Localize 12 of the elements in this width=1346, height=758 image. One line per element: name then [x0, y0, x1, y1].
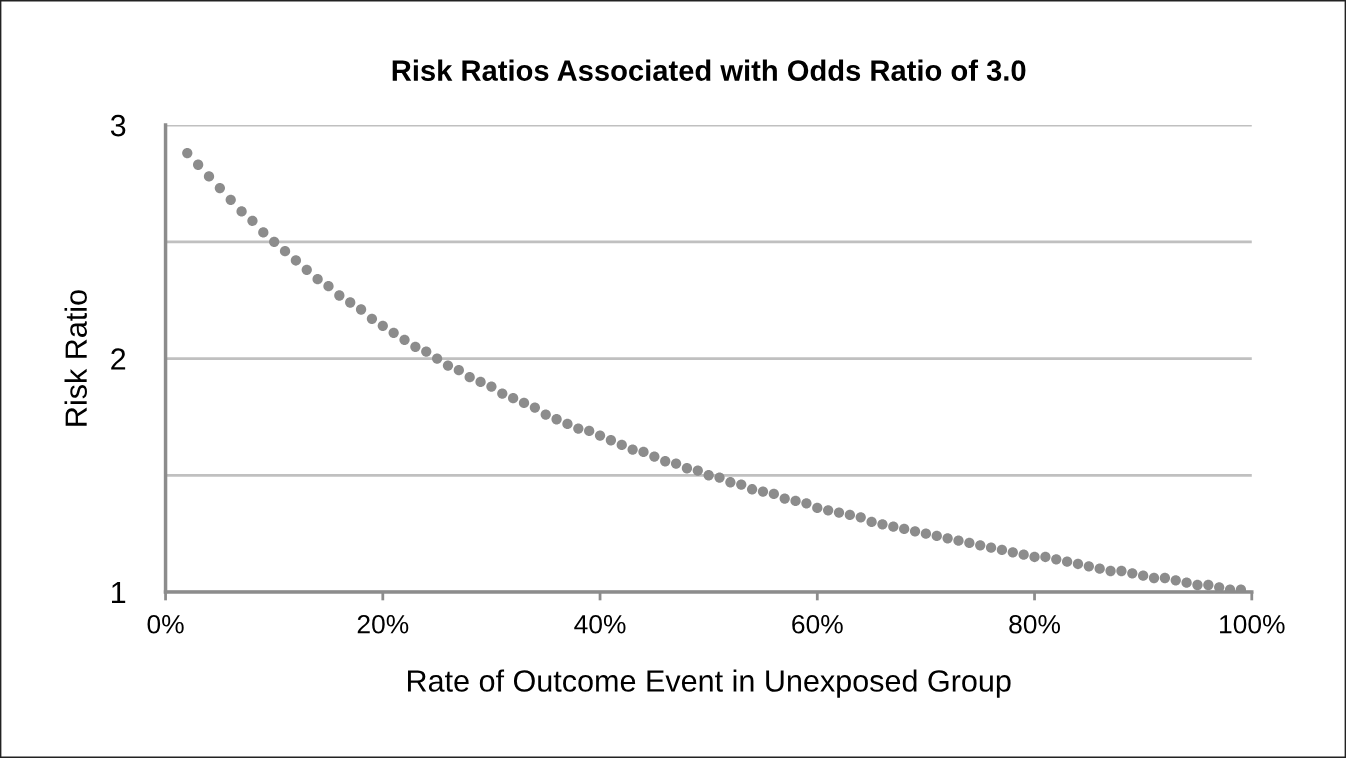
y-axis-title: Risk Ratio: [64, 290, 87, 426]
x-tick-label: 40%: [574, 614, 626, 634]
x-tick-label: 60%: [792, 614, 843, 634]
x-tick-label: 80%: [1009, 614, 1061, 634]
x-axis-title: Rate of Outcome Event in Unexposed Group: [408, 669, 1011, 698]
y-tick-label: 1: [112, 582, 126, 604]
x-tick-label: 0%: [147, 614, 184, 634]
y-tick-label: 2: [111, 348, 126, 370]
x-tick-label: 20%: [357, 614, 409, 634]
y-tick-label: 3: [110, 114, 126, 137]
chart-title: Risk Ratios Associated with Odds Ratio of 3.0: [392, 59, 1026, 81]
x-tick-label: 100%: [1220, 614, 1285, 634]
